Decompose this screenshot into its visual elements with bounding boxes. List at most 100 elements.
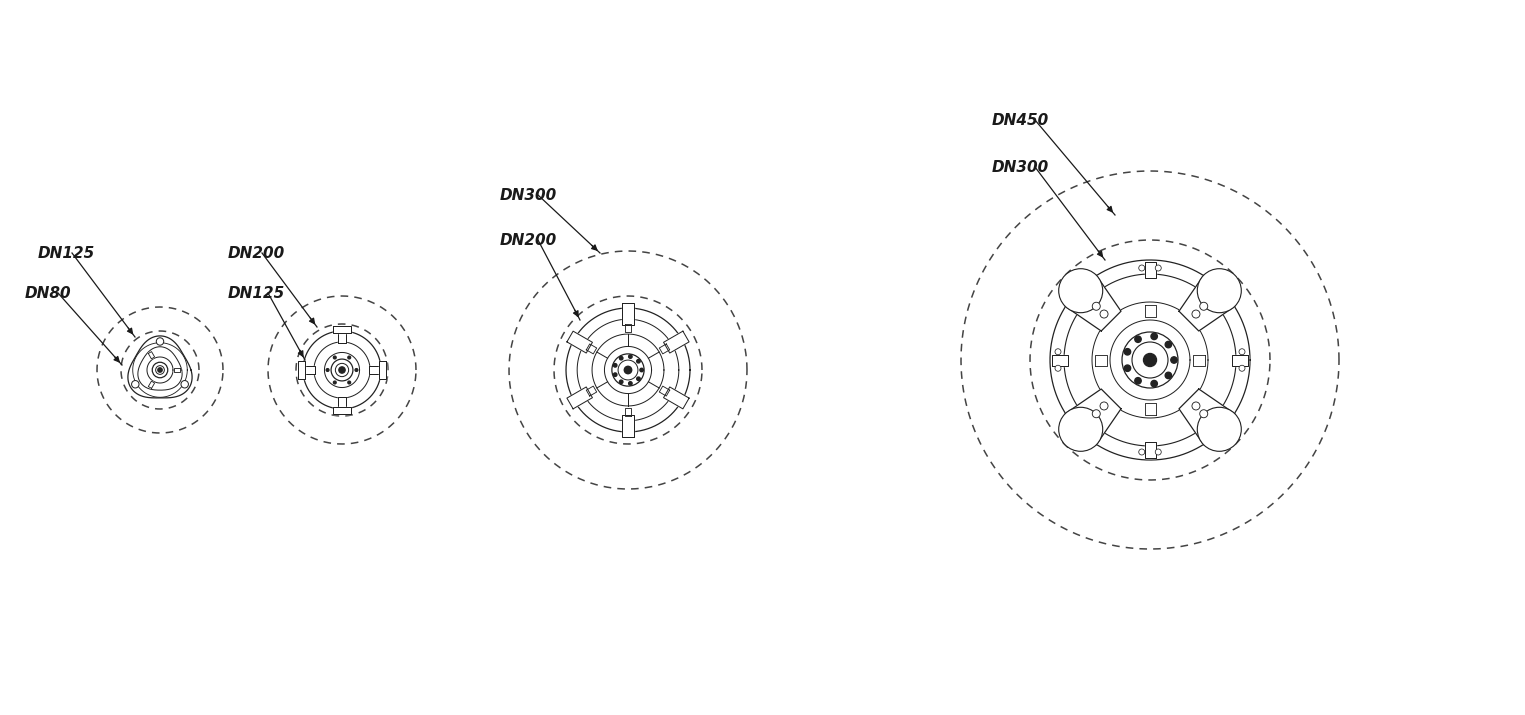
Polygon shape bbox=[1144, 305, 1156, 317]
Circle shape bbox=[131, 380, 139, 388]
Polygon shape bbox=[1179, 275, 1235, 331]
Circle shape bbox=[348, 381, 351, 384]
Polygon shape bbox=[622, 303, 634, 325]
Polygon shape bbox=[1095, 355, 1107, 365]
Circle shape bbox=[1135, 336, 1141, 342]
Circle shape bbox=[339, 367, 345, 373]
Circle shape bbox=[326, 369, 329, 371]
Text: DN300: DN300 bbox=[500, 187, 557, 202]
Text: DN450: DN450 bbox=[991, 112, 1049, 127]
Circle shape bbox=[1058, 269, 1103, 312]
Circle shape bbox=[1197, 408, 1241, 451]
Circle shape bbox=[1132, 342, 1168, 378]
Circle shape bbox=[1200, 410, 1208, 418]
Circle shape bbox=[637, 377, 640, 380]
Circle shape bbox=[628, 382, 631, 385]
Circle shape bbox=[157, 368, 162, 373]
Polygon shape bbox=[659, 344, 669, 354]
Polygon shape bbox=[1144, 262, 1156, 277]
Polygon shape bbox=[1052, 355, 1068, 365]
Circle shape bbox=[1092, 410, 1100, 418]
Polygon shape bbox=[1144, 403, 1156, 415]
Polygon shape bbox=[567, 387, 592, 409]
Circle shape bbox=[1156, 265, 1161, 271]
Circle shape bbox=[1238, 349, 1244, 355]
Circle shape bbox=[1156, 449, 1161, 455]
Circle shape bbox=[1055, 365, 1061, 371]
Circle shape bbox=[1165, 341, 1171, 347]
Circle shape bbox=[334, 356, 336, 359]
Circle shape bbox=[336, 363, 349, 377]
Circle shape bbox=[613, 373, 618, 376]
Text: DN300: DN300 bbox=[991, 159, 1049, 174]
Circle shape bbox=[1151, 333, 1157, 340]
Polygon shape bbox=[369, 366, 381, 374]
Text: DN200: DN200 bbox=[229, 245, 285, 260]
Circle shape bbox=[1139, 265, 1145, 271]
Text: DN80: DN80 bbox=[24, 285, 72, 300]
Circle shape bbox=[181, 380, 189, 388]
Polygon shape bbox=[378, 361, 386, 378]
Polygon shape bbox=[659, 386, 669, 396]
Circle shape bbox=[355, 369, 358, 371]
Polygon shape bbox=[148, 352, 154, 359]
Circle shape bbox=[1100, 402, 1109, 410]
Polygon shape bbox=[334, 326, 351, 333]
Polygon shape bbox=[625, 324, 631, 332]
Circle shape bbox=[1124, 365, 1130, 371]
Polygon shape bbox=[663, 331, 689, 353]
Circle shape bbox=[1151, 380, 1157, 387]
Circle shape bbox=[619, 357, 622, 360]
Circle shape bbox=[1200, 302, 1208, 310]
Polygon shape bbox=[663, 387, 689, 409]
Circle shape bbox=[618, 360, 637, 380]
Circle shape bbox=[637, 360, 640, 363]
Circle shape bbox=[1165, 373, 1171, 379]
Circle shape bbox=[1238, 365, 1244, 371]
Polygon shape bbox=[625, 408, 631, 416]
Circle shape bbox=[624, 366, 631, 374]
Circle shape bbox=[613, 364, 618, 367]
Polygon shape bbox=[334, 407, 351, 414]
Polygon shape bbox=[148, 381, 154, 388]
Circle shape bbox=[156, 337, 163, 345]
Polygon shape bbox=[339, 331, 346, 342]
Circle shape bbox=[1122, 332, 1177, 388]
Polygon shape bbox=[1064, 389, 1121, 445]
Circle shape bbox=[152, 363, 168, 378]
Polygon shape bbox=[303, 366, 314, 374]
Circle shape bbox=[1193, 402, 1200, 410]
Circle shape bbox=[348, 356, 351, 359]
Circle shape bbox=[331, 359, 352, 381]
Circle shape bbox=[640, 368, 644, 372]
Circle shape bbox=[1144, 353, 1156, 367]
Polygon shape bbox=[567, 331, 592, 353]
Text: DN125: DN125 bbox=[38, 245, 95, 260]
Polygon shape bbox=[1179, 389, 1235, 445]
Text: DN125: DN125 bbox=[229, 285, 285, 300]
Polygon shape bbox=[299, 361, 305, 378]
Polygon shape bbox=[174, 368, 180, 372]
Circle shape bbox=[1135, 378, 1141, 384]
Polygon shape bbox=[1144, 443, 1156, 458]
Polygon shape bbox=[1193, 355, 1205, 365]
Circle shape bbox=[1139, 449, 1145, 455]
Circle shape bbox=[1092, 302, 1100, 310]
Circle shape bbox=[1055, 349, 1061, 355]
Polygon shape bbox=[1232, 355, 1247, 365]
Circle shape bbox=[1171, 357, 1177, 363]
Circle shape bbox=[334, 381, 336, 384]
Circle shape bbox=[1100, 310, 1109, 318]
Circle shape bbox=[612, 354, 644, 386]
Polygon shape bbox=[586, 386, 596, 396]
Polygon shape bbox=[1064, 275, 1121, 331]
Circle shape bbox=[1124, 349, 1130, 355]
Circle shape bbox=[156, 365, 165, 375]
Polygon shape bbox=[622, 415, 634, 437]
Polygon shape bbox=[339, 398, 346, 409]
Circle shape bbox=[1197, 269, 1241, 312]
Polygon shape bbox=[586, 344, 596, 354]
Text: DN200: DN200 bbox=[500, 232, 557, 247]
Circle shape bbox=[1193, 310, 1200, 318]
Circle shape bbox=[628, 355, 631, 358]
